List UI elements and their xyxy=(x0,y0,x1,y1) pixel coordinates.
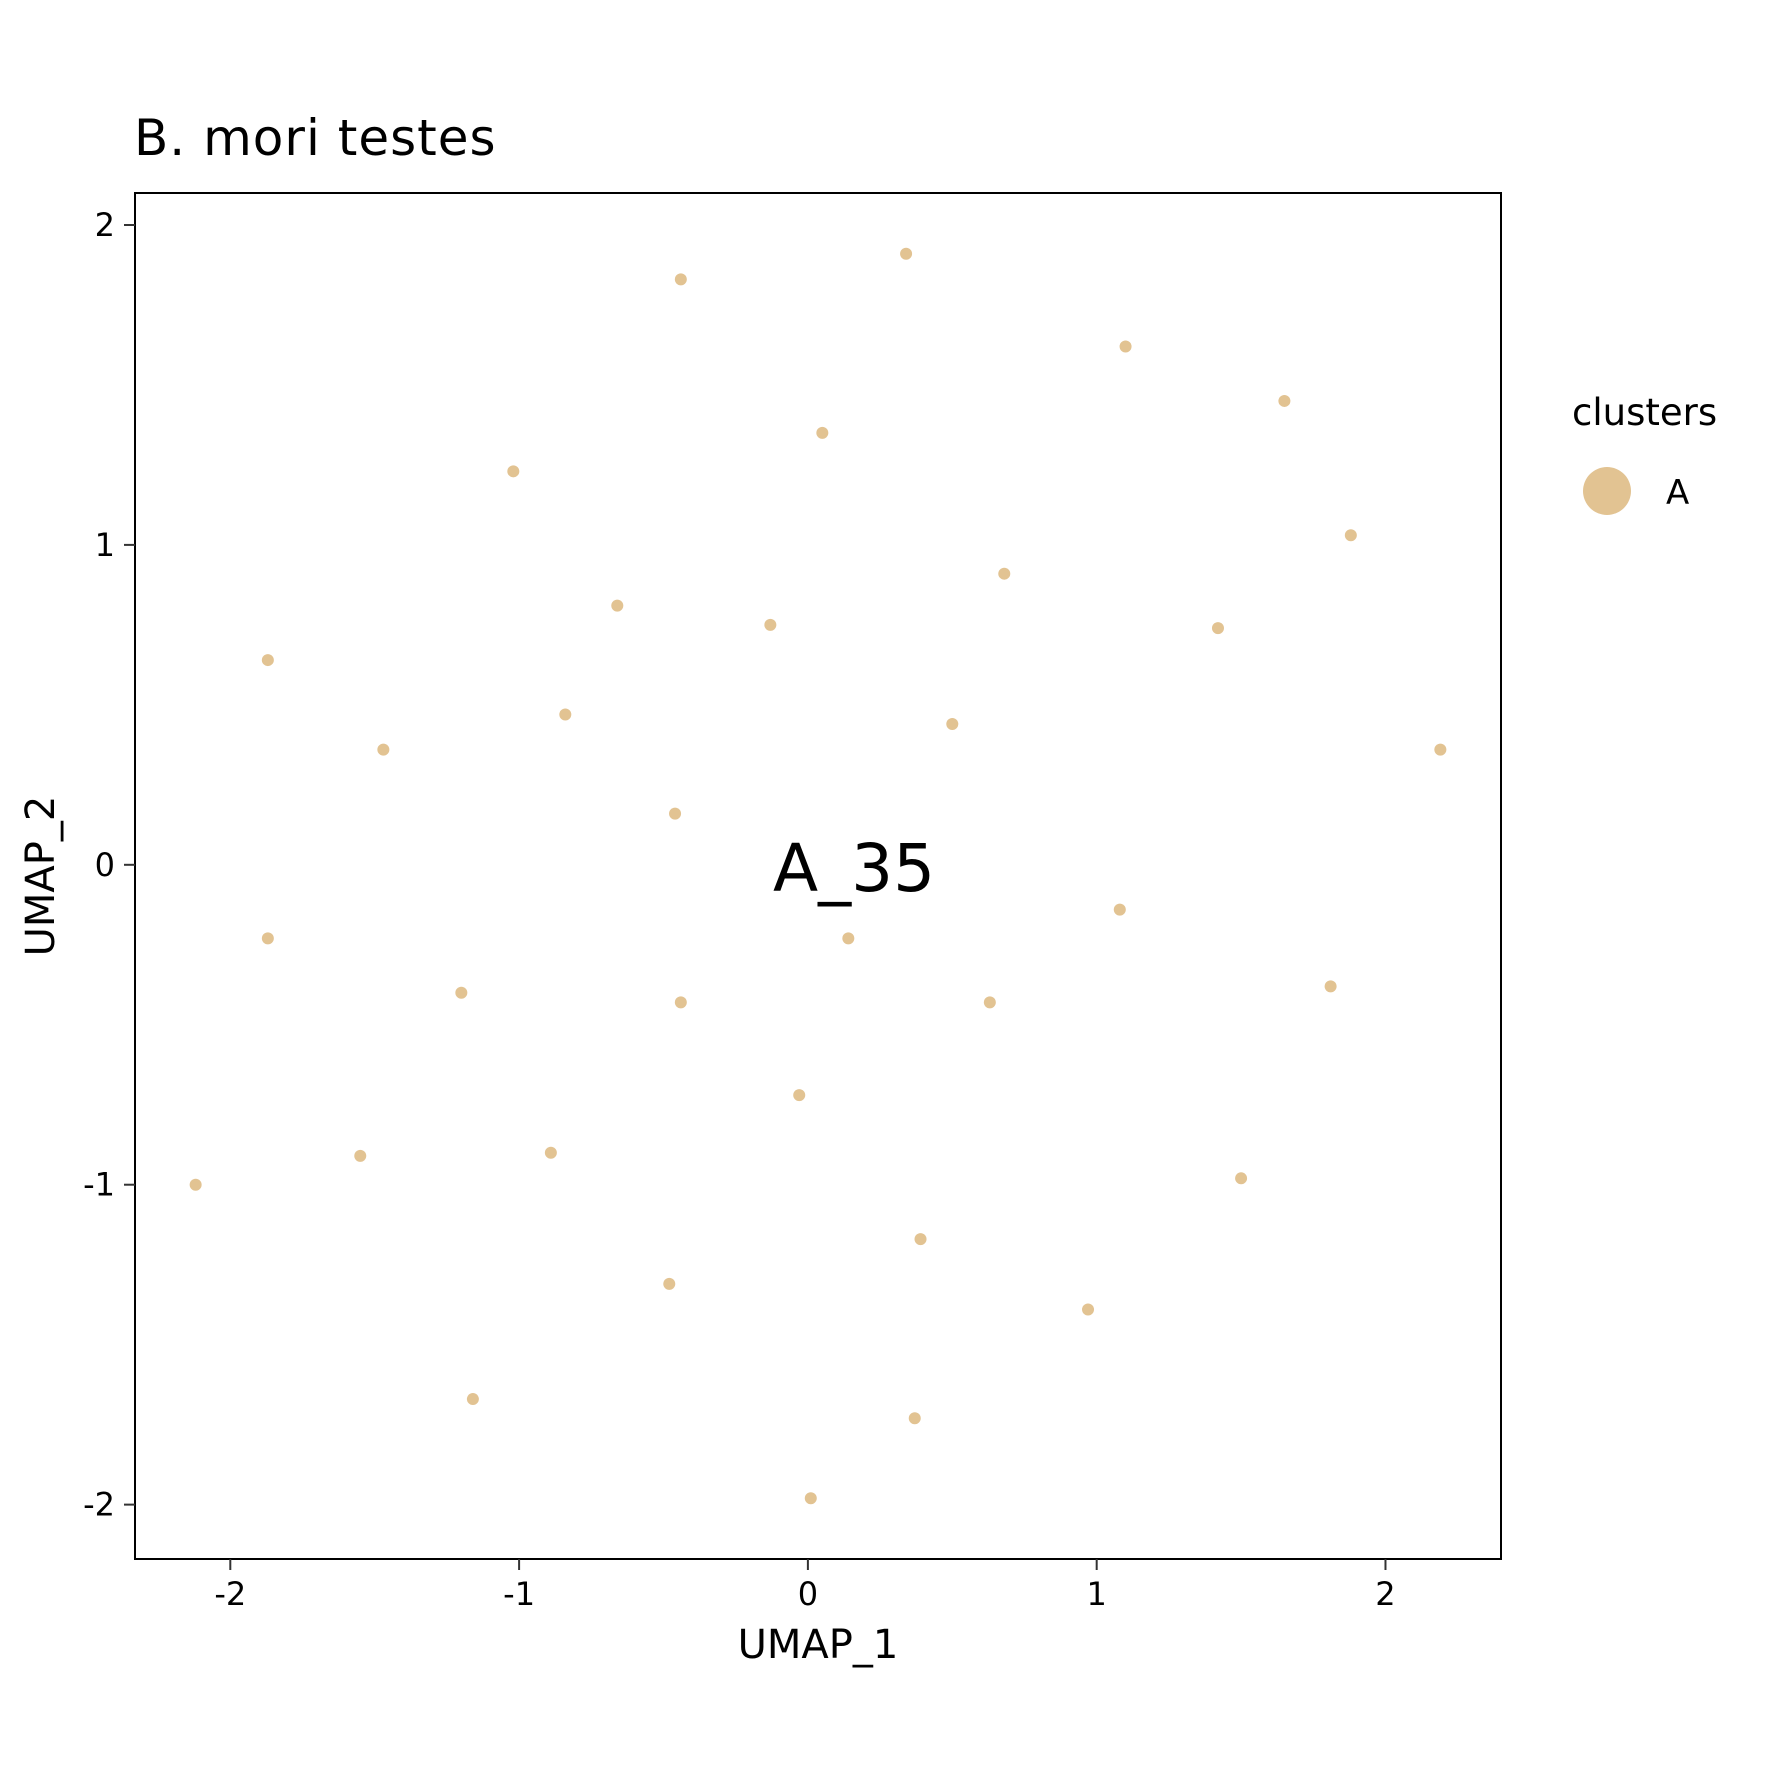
x-axis-label: UMAP_1 xyxy=(738,1622,899,1668)
data-point xyxy=(983,996,996,1009)
y-axis-ticks: -2 -1 0 1 2 xyxy=(83,206,135,1524)
legend: clusters A xyxy=(1572,391,1717,515)
data-point xyxy=(1235,1172,1248,1185)
cluster-annotations: A_35 xyxy=(773,830,935,907)
data-point xyxy=(1119,340,1132,353)
data-point xyxy=(559,708,572,721)
x-tick-label: 1 xyxy=(1087,1575,1107,1613)
legend-label-A: A xyxy=(1666,473,1689,513)
chart-title: B. mori testes xyxy=(134,109,497,167)
data-point xyxy=(998,567,1011,580)
data-point xyxy=(354,1149,367,1162)
data-point xyxy=(793,1089,806,1102)
cluster-label: A_35 xyxy=(773,830,935,907)
x-tick-label: -2 xyxy=(214,1575,246,1613)
data-point xyxy=(1434,743,1447,756)
data-point xyxy=(908,1412,921,1425)
y-axis-label: UMAP_2 xyxy=(18,796,64,957)
legend-title: clusters xyxy=(1572,391,1717,434)
data-point xyxy=(544,1146,557,1159)
data-point xyxy=(1278,394,1291,407)
data-point xyxy=(946,718,959,731)
legend-key-A xyxy=(1583,467,1631,515)
data-point xyxy=(1113,903,1126,916)
data-point xyxy=(1344,529,1357,542)
data-point xyxy=(900,247,913,260)
data-point xyxy=(377,743,390,756)
x-tick-label: 2 xyxy=(1375,1575,1395,1613)
data-point xyxy=(816,426,829,439)
data-point xyxy=(189,1178,202,1191)
y-tick-label: 2 xyxy=(95,206,115,244)
data-point xyxy=(674,273,687,286)
data-point xyxy=(669,807,682,820)
y-tick-label: -2 xyxy=(83,1486,115,1524)
data-point xyxy=(507,465,520,478)
data-point xyxy=(1082,1303,1095,1316)
plot-panel xyxy=(134,192,1502,1560)
data-point xyxy=(1324,980,1337,993)
data-point xyxy=(261,932,274,945)
x-tick-label: -1 xyxy=(503,1575,535,1613)
data-point xyxy=(663,1277,676,1290)
data-point xyxy=(261,654,274,667)
data-point xyxy=(674,996,687,1009)
data-points xyxy=(189,247,1447,1505)
x-tick-label: 0 xyxy=(798,1575,818,1613)
data-point xyxy=(611,599,624,612)
data-point xyxy=(455,986,468,999)
y-tick-label: 1 xyxy=(95,526,115,564)
data-point xyxy=(764,618,777,631)
data-point xyxy=(914,1233,927,1246)
data-point xyxy=(842,932,855,945)
data-point xyxy=(1211,622,1224,635)
y-tick-label: -1 xyxy=(83,1166,115,1204)
y-tick-label: 0 xyxy=(95,846,115,884)
data-point xyxy=(804,1492,817,1505)
x-axis-ticks: -2 -1 0 1 2 xyxy=(214,1559,1396,1613)
data-point xyxy=(466,1393,479,1406)
